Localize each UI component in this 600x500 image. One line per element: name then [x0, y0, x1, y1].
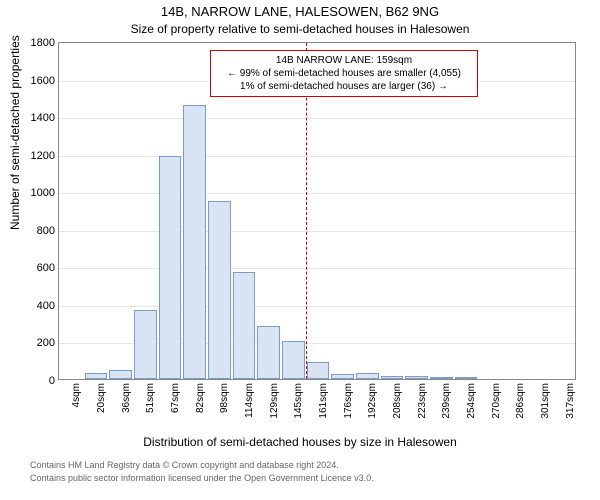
bar [183, 105, 206, 379]
xtick-label: 36sqm [121, 383, 132, 413]
bar [282, 341, 305, 379]
ytick-label: 400 [37, 300, 55, 312]
ytick-label: 600 [37, 262, 55, 274]
xtick-label: 317sqm [565, 383, 576, 419]
gridline [59, 268, 575, 269]
chart-subtitle: Size of property relative to semi-detach… [0, 22, 600, 36]
ytick-label: 1400 [31, 112, 55, 124]
ytick-label: 200 [37, 337, 55, 349]
annotation-line1: 14B NARROW LANE: 159sqm [217, 54, 471, 67]
x-axis-label: Distribution of semi-detached houses by … [0, 435, 600, 449]
gridline [59, 231, 575, 232]
bar [430, 377, 453, 379]
chart-title: 14B, NARROW LANE, HALESOWEN, B62 9NG [0, 4, 600, 19]
bar [455, 377, 478, 379]
gridline [59, 156, 575, 157]
annotation-line2: ← 99% of semi-detached houses are smalle… [217, 67, 471, 80]
xtick-label: 67sqm [170, 383, 181, 413]
xtick-label: 51sqm [145, 383, 156, 413]
xtick-label: 161sqm [318, 383, 329, 419]
ytick-label: 1800 [31, 37, 55, 49]
ytick-label: 800 [37, 225, 55, 237]
bar [159, 156, 182, 379]
xtick-label: 82sqm [195, 383, 206, 413]
xtick-label: 98sqm [219, 383, 230, 413]
xtick-label: 129sqm [269, 383, 280, 419]
xtick-label: 239sqm [441, 383, 452, 419]
ytick-label: 1200 [31, 150, 55, 162]
bar [208, 201, 231, 379]
gridline [59, 306, 575, 307]
bar [405, 376, 428, 379]
xtick-label: 176sqm [343, 383, 354, 419]
bar [307, 362, 330, 379]
footer-line2: Contains public sector information licen… [30, 473, 374, 483]
ytick-label: 1600 [31, 75, 55, 87]
ytick-label: 0 [49, 375, 55, 387]
y-axis-label: Number of semi-detached properties [8, 35, 22, 230]
bar [233, 272, 256, 379]
chart-container: 14B, NARROW LANE, HALESOWEN, B62 9NG Siz… [0, 0, 600, 500]
xtick-label: 4sqm [71, 383, 82, 407]
xtick-label: 223sqm [417, 383, 428, 419]
xtick-label: 145sqm [293, 383, 304, 419]
bar [134, 310, 157, 379]
y-axis-label-text: Number of semi-detached properties [8, 35, 22, 230]
ytick-label: 1000 [31, 187, 55, 199]
xtick-label: 114sqm [244, 383, 255, 418]
annotation-box: 14B NARROW LANE: 159sqm ← 99% of semi-de… [210, 50, 478, 97]
xtick-label: 20sqm [96, 383, 107, 413]
bar [109, 370, 132, 379]
xtick-label: 270sqm [491, 383, 502, 419]
bar [331, 374, 354, 379]
gridline [59, 118, 575, 119]
bar [356, 373, 379, 379]
xtick-label: 301sqm [540, 383, 551, 419]
bar [85, 373, 108, 379]
bar [257, 326, 280, 379]
annotation-line3: 1% of semi-detached houses are larger (3… [217, 80, 471, 93]
xtick-label: 286sqm [515, 383, 526, 419]
xtick-label: 254sqm [466, 383, 477, 419]
xtick-label: 208sqm [392, 383, 403, 419]
bar [381, 376, 404, 379]
footer-line1: Contains HM Land Registry data © Crown c… [30, 460, 339, 470]
gridline [59, 193, 575, 194]
xtick-label: 192sqm [367, 383, 378, 419]
